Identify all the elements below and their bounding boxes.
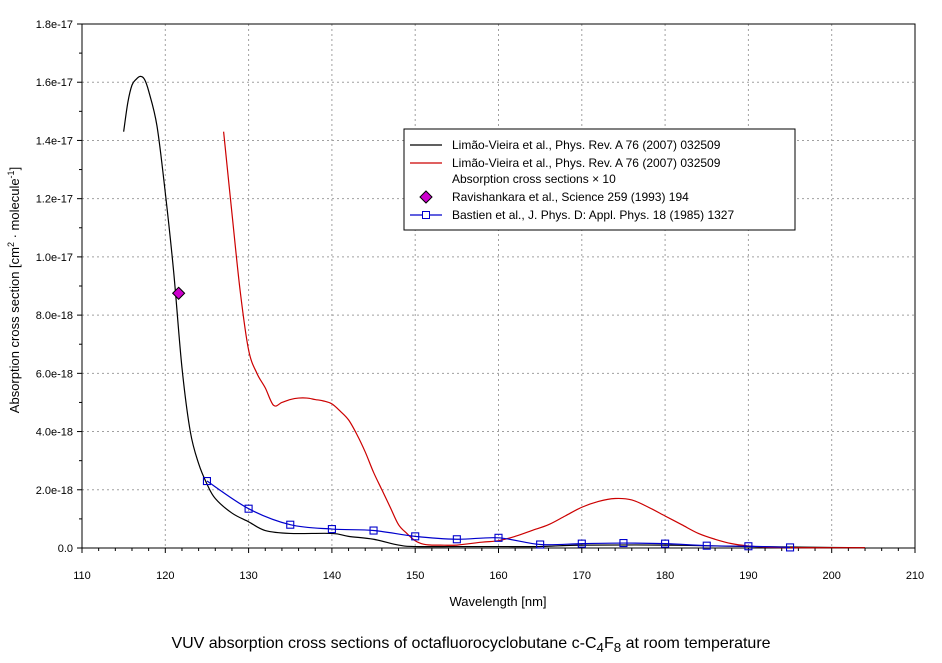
legend-label: Ravishankara et al., Science 259 (1993) … (452, 190, 689, 204)
legend: Limão-Vieira et al., Phys. Rev. A 76 (20… (403, 128, 796, 231)
series-line (223, 131, 866, 549)
legend-label: Limão-Vieira et al., Phys. Rev. A 76 (20… (452, 156, 721, 170)
data-point (577, 539, 586, 548)
x-tick-label: 110 (73, 570, 91, 582)
legend-item-2: Limão-Vieira et al., Phys. Rev. A 76 (20… (410, 156, 721, 186)
legend-marker (422, 211, 430, 219)
legend-item-3: Ravishankara et al., Science 259 (1993) … (419, 190, 689, 204)
y-tick-label: 4.0e-18 (36, 427, 73, 439)
data-point (452, 535, 461, 544)
series-4 (202, 476, 795, 552)
series-line (206, 480, 791, 549)
caption-prefix: VUV absorption cross sections of octaflu… (171, 635, 597, 652)
x-tick-label: 190 (739, 570, 757, 582)
y-axis-title: Absorption cross section [cm2 · molecule… (6, 167, 22, 413)
y-tick-label: 0.0 (58, 543, 73, 555)
x-tick-label: 200 (823, 570, 841, 582)
data-point (661, 539, 670, 548)
caption-mid: F (603, 635, 614, 652)
axis-ticks: 110 120 130 140 150 160 170 180 190 200 210 0.0 2.0e… (36, 19, 924, 582)
legend-label: Bastien et al., J. Phys. D: Appl. Phys. … (452, 208, 734, 222)
y-tick-label: 8.0e-18 (36, 310, 73, 322)
x-tick-label: 120 (156, 570, 174, 582)
legend-item-1: Limão-Vieira et al., Phys. Rev. A 76 (20… (410, 138, 721, 152)
series-3 (171, 286, 186, 300)
y-axis-title-mid: · molecule (7, 178, 22, 242)
y-tick-label: 1.6e-17 (36, 77, 73, 89)
series-layer (123, 75, 866, 552)
x-axis-title: Wavelength [nm] (449, 594, 546, 609)
data-point (411, 532, 420, 541)
y-axis-title-main: Absorption cross section [cm (7, 247, 22, 413)
x-tick-label: 140 (323, 570, 341, 582)
y-axis-title-sup1: 2 (6, 242, 16, 247)
series-1 (123, 75, 866, 549)
y-axis-title-end: ] (7, 167, 22, 171)
y-axis-title-sup2: -1 (6, 170, 16, 178)
y-tick-label: 2.0e-18 (36, 485, 73, 497)
data-point (494, 533, 503, 542)
legend-label: Limão-Vieira et al., Phys. Rev. A 76 (20… (452, 138, 721, 152)
data-point (369, 526, 378, 535)
data-point (536, 540, 545, 549)
data-point (744, 542, 753, 551)
y-tick-label: 1.0e-17 (36, 252, 73, 264)
x-tick-label: 130 (239, 570, 257, 582)
legend-label-line2: Absorption cross sections × 10 (452, 172, 616, 186)
x-tick-label: 160 (489, 570, 507, 582)
x-tick-label: 210 (906, 570, 924, 582)
caption-sub1: 4 (596, 640, 604, 656)
data-point (202, 476, 211, 486)
caption-sub2: 8 (613, 640, 622, 656)
legend-marker (419, 190, 433, 204)
y-tick-label: 1.4e-17 (36, 135, 73, 147)
data-point (171, 286, 186, 300)
x-tick-label: 150 (406, 570, 424, 582)
caption-suffix: at room temperature (621, 635, 771, 652)
series-line (123, 75, 866, 549)
data-point (327, 525, 336, 534)
data-point (785, 543, 795, 552)
y-tick-label: 1.8e-17 (36, 19, 73, 31)
data-point (244, 504, 253, 513)
y-tick-label: 1.2e-17 (36, 194, 73, 206)
data-point (619, 539, 628, 548)
grid-lines (82, 24, 915, 548)
x-tick-label: 180 (656, 570, 674, 582)
legend-item-4: Bastien et al., J. Phys. D: Appl. Phys. … (410, 208, 734, 222)
series-2 (223, 131, 866, 549)
y-tick-label: 6.0e-18 (36, 368, 73, 380)
legend-box (403, 128, 796, 231)
figure-caption: VUV absorption cross sections of octaflu… (0, 635, 942, 655)
data-point (702, 541, 711, 550)
data-point (286, 520, 295, 529)
x-tick-label: 170 (573, 570, 591, 582)
